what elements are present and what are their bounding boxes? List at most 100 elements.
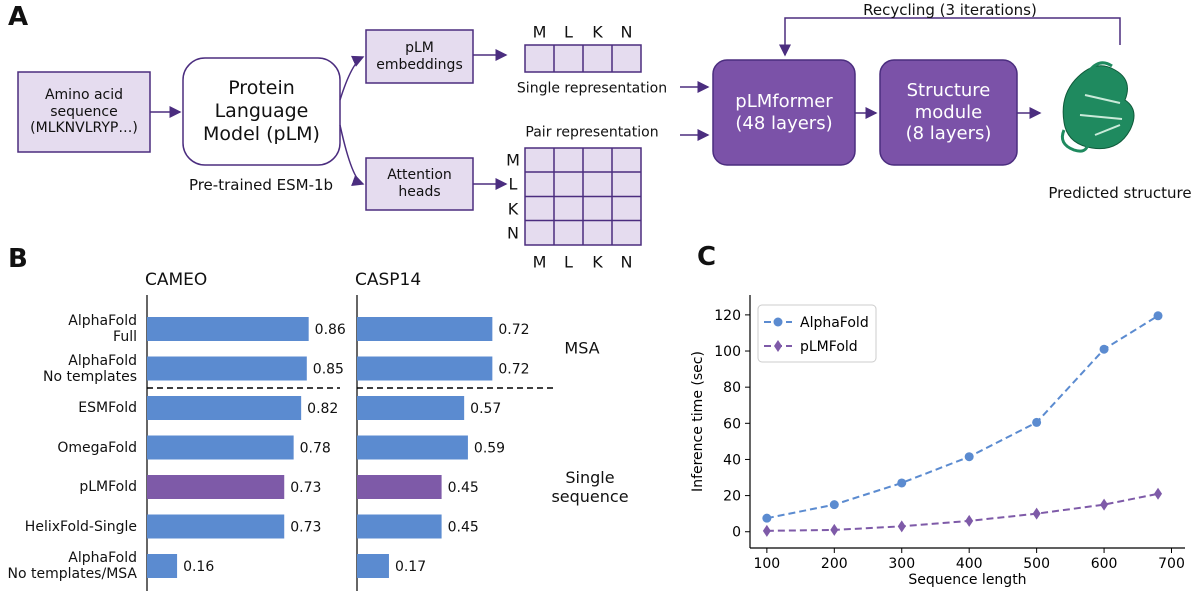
x-tick-label: 200 xyxy=(821,556,848,572)
legend-box xyxy=(757,304,877,363)
structure-box: Structure module (8 layers) xyxy=(905,80,992,145)
value-label: 0.86 xyxy=(315,322,346,338)
value-label: 0.82 xyxy=(307,401,338,417)
category-label: HelixFold-Single xyxy=(24,518,137,535)
residue-label: M xyxy=(506,150,520,170)
value-label: 0.17 xyxy=(395,559,426,575)
panel-label: A xyxy=(8,2,29,32)
bar xyxy=(357,514,442,539)
residue-label: L xyxy=(564,22,573,42)
value-label: 0.73 xyxy=(290,520,321,536)
category-label: pLMFold xyxy=(79,479,137,495)
bar xyxy=(147,514,285,539)
bar xyxy=(357,317,493,341)
marker xyxy=(774,340,782,352)
bar xyxy=(357,475,442,499)
marker xyxy=(897,520,906,533)
value-label: 0.78 xyxy=(300,441,331,457)
y-tick-label: 20 xyxy=(723,489,741,505)
marker xyxy=(1153,311,1163,321)
marker xyxy=(1032,417,1042,427)
category-label: AlphaFold No templates xyxy=(43,352,137,385)
bar xyxy=(357,356,493,381)
marker xyxy=(1154,487,1163,500)
marker xyxy=(762,524,771,537)
output-label: Predicted structure xyxy=(1048,184,1192,202)
bar xyxy=(357,396,465,420)
marker xyxy=(830,523,839,536)
value-label: 0.73 xyxy=(290,480,321,496)
y-axis-label: Inference time (sec) xyxy=(690,351,706,492)
bar xyxy=(357,435,468,460)
y-tick-label: 120 xyxy=(714,308,741,324)
plm-box: Protein Language Model (pLM) xyxy=(203,77,320,145)
category-label: AlphaFold Full xyxy=(68,313,137,345)
recycling-label: Recycling (3 iterations) xyxy=(863,1,1037,19)
legend-label: AlphaFold xyxy=(800,315,869,331)
single-label: Single representation xyxy=(516,80,668,97)
value-label: 0.85 xyxy=(313,362,344,378)
y-tick-label: 40 xyxy=(723,452,741,468)
group-label: Single sequence xyxy=(551,467,629,506)
residue-label: N xyxy=(507,223,519,243)
legend-label: pLMFold xyxy=(800,339,858,355)
category-label: AlphaFold No templates/MSA xyxy=(7,550,138,582)
residue-label: N xyxy=(620,22,633,42)
value-label: 0.57 xyxy=(470,401,501,417)
y-tick-label: 100 xyxy=(714,344,741,360)
marker xyxy=(897,478,907,488)
value-label: 0.16 xyxy=(183,559,214,575)
x-tick-label: 400 xyxy=(956,556,983,572)
residue-label: K xyxy=(592,22,603,42)
x-axis-label: Sequence length xyxy=(908,572,1026,588)
marker xyxy=(773,317,783,327)
embeddings-box: pLM embeddings xyxy=(376,39,463,73)
y-tick-label: 60 xyxy=(723,416,741,432)
residue-label: K xyxy=(507,199,519,218)
residue-label: L xyxy=(564,252,573,272)
panel-title: CAMEO xyxy=(145,270,208,290)
category-label: OmegaFold xyxy=(57,439,137,456)
panel-title: CASP14 xyxy=(355,270,422,290)
protein-image xyxy=(1060,61,1135,153)
x-tick-label: 300 xyxy=(888,556,915,572)
x-tick-label: 500 xyxy=(1023,556,1050,572)
input-box: Amino acid sequence (MLKNVLRYP…) xyxy=(30,86,138,137)
bar xyxy=(147,554,178,578)
bar xyxy=(147,475,285,499)
bar xyxy=(147,317,309,341)
x-tick-label: 700 xyxy=(1158,556,1185,572)
marker xyxy=(965,514,974,527)
line xyxy=(766,492,1159,532)
marker xyxy=(1032,507,1041,520)
bar xyxy=(357,554,389,578)
x-tick-label: 100 xyxy=(753,556,780,572)
y-tick-label: 80 xyxy=(723,380,741,396)
marker xyxy=(829,500,839,510)
residue-label: N xyxy=(620,252,633,272)
value-label: 0.45 xyxy=(448,480,479,496)
value-label: 0.72 xyxy=(498,322,529,338)
value-label: 0.72 xyxy=(498,362,529,378)
pair-label: Pair representation xyxy=(525,124,659,141)
plmformer-box: pLMformer (48 layers) xyxy=(735,90,833,134)
x-tick-label: 600 xyxy=(1091,556,1118,572)
diagram-shapes xyxy=(17,17,1121,246)
residue-label: M xyxy=(532,252,547,272)
residue-label: M xyxy=(532,22,547,42)
value-label: 0.59 xyxy=(474,441,505,457)
category-label: ESMFold xyxy=(78,400,137,416)
bar xyxy=(147,435,294,460)
bar xyxy=(147,396,302,420)
group-label: MSA xyxy=(564,338,600,358)
panel-label: C xyxy=(697,242,717,272)
marker xyxy=(762,513,772,523)
residue-label: K xyxy=(592,252,603,272)
y-tick-label: 0 xyxy=(732,525,741,541)
marker xyxy=(1100,498,1109,511)
value-label: 0.45 xyxy=(448,520,479,536)
marker xyxy=(1099,344,1109,354)
marker xyxy=(964,452,974,462)
